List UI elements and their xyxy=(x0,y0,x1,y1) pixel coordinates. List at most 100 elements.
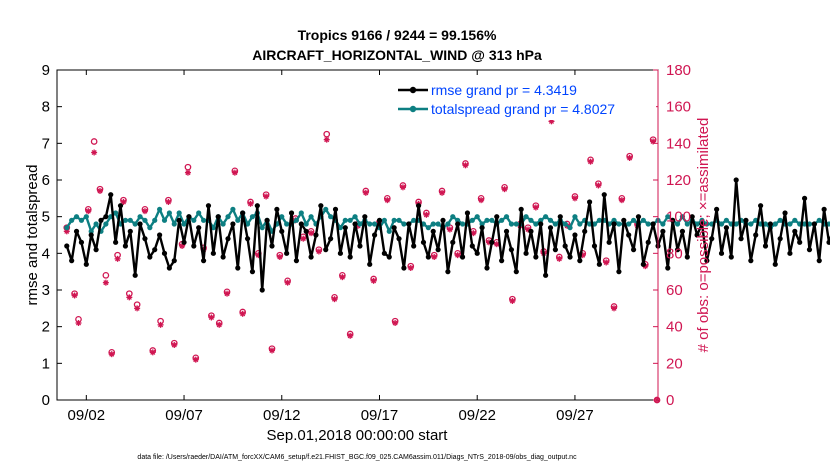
totalspread-point xyxy=(674,221,681,227)
obs-assimilated-stroke xyxy=(603,259,609,266)
obs-assimilated-point xyxy=(315,248,322,255)
totalspread-point xyxy=(191,217,197,223)
obs-assimilated-stroke xyxy=(75,320,82,326)
totalspread-point xyxy=(523,214,529,220)
rmse-point xyxy=(738,236,744,242)
rmse-point xyxy=(240,210,246,216)
obs-assimilated-point xyxy=(626,155,633,161)
rmse-point xyxy=(621,217,627,223)
totalspread-point xyxy=(103,221,109,227)
totalspread-point xyxy=(323,206,329,212)
obs-assimilated-point xyxy=(384,197,391,204)
y-left-tick-label: 2 xyxy=(42,319,50,336)
rmse-point xyxy=(147,254,153,260)
rmse-point xyxy=(538,221,544,227)
x-tick-label: 09/22 xyxy=(458,407,496,424)
obs-assimilated-point xyxy=(108,351,115,358)
totalspread-point xyxy=(113,210,119,216)
rmse-point xyxy=(323,247,329,253)
rmse-point xyxy=(806,247,813,253)
obs-assimilated-stroke xyxy=(525,226,531,233)
rmse-point xyxy=(650,221,656,227)
rmse-point xyxy=(630,247,637,253)
totalspread-point xyxy=(303,221,309,227)
obs-assimilated-stroke xyxy=(142,208,148,214)
y-left-tick-label: 3 xyxy=(42,282,50,299)
rmse-point xyxy=(450,239,456,245)
rmse-point xyxy=(73,228,80,234)
legend-rmse-marker xyxy=(409,86,417,94)
rmse-point xyxy=(411,243,417,249)
rmse-point xyxy=(367,261,373,267)
rmse-point xyxy=(132,272,138,278)
totalspread-point xyxy=(694,221,700,227)
rmse-point xyxy=(176,217,182,223)
rmse-point xyxy=(269,243,275,249)
rmse-point xyxy=(801,195,808,201)
totalspread-point xyxy=(401,221,407,227)
x-tick-label: 09/12 xyxy=(263,407,301,424)
obs-assimilated-stroke xyxy=(232,170,238,176)
totalspread-point xyxy=(455,217,461,223)
obs-assimilated-point xyxy=(323,136,330,143)
rmse-point xyxy=(547,225,554,231)
totalspread-point xyxy=(552,221,558,227)
rmse-point xyxy=(792,228,798,234)
totalspread-point xyxy=(435,221,441,227)
rmse-point xyxy=(811,221,817,227)
rmse-point xyxy=(181,239,187,245)
rmse-point xyxy=(523,250,529,256)
obs-assimilated-stroke xyxy=(277,254,283,260)
obs-assimilated-point xyxy=(501,186,508,193)
obs-assimilated-point xyxy=(149,349,156,356)
rmse-point xyxy=(235,265,241,271)
rmse-point xyxy=(445,269,451,275)
rmse-point xyxy=(196,225,202,231)
rmse-point xyxy=(601,192,607,198)
rmse-point xyxy=(596,261,602,267)
totalspread-point xyxy=(337,225,343,231)
obs-assimilated-point xyxy=(114,255,121,262)
obs-assimilated-point xyxy=(571,195,578,202)
totalspread-point xyxy=(372,221,378,227)
obs-assimilated-stroke xyxy=(470,230,476,236)
obs-assimilated-point xyxy=(439,189,446,196)
rmse-point xyxy=(689,214,695,220)
y-right-tick-label: 60 xyxy=(666,282,683,299)
rmse-point xyxy=(69,258,75,264)
rmse-point xyxy=(420,239,427,245)
totalspread-point xyxy=(479,221,485,227)
obs-assimilated-point xyxy=(184,169,191,176)
obs-assimilated-point xyxy=(284,279,291,286)
y-right-tick-label: 160 xyxy=(666,99,691,116)
y-right-tick-label: 40 xyxy=(666,319,683,336)
rmse-point xyxy=(137,221,143,227)
obs-assimilated-stroke xyxy=(331,296,338,302)
rmse-point xyxy=(401,265,407,271)
obs-assimilated-stroke xyxy=(109,351,115,357)
totalspread-point xyxy=(503,214,510,220)
rmse-point xyxy=(88,232,94,238)
obs-assimilated-stroke xyxy=(439,190,445,196)
obs-assimilated-point xyxy=(362,189,369,196)
y-right-tick-label: 140 xyxy=(666,135,691,152)
rmse-point xyxy=(186,214,192,220)
y-right-tick-label: 80 xyxy=(666,245,683,262)
totalspread-point xyxy=(450,214,456,220)
rmse-point xyxy=(396,236,402,242)
rmse-point xyxy=(582,228,588,234)
rmse-point xyxy=(772,261,778,267)
rmse-point xyxy=(645,239,651,245)
totalspread-point xyxy=(772,221,778,227)
obs-assimilated-point xyxy=(231,169,238,176)
obs-assimilated-stroke xyxy=(91,149,97,156)
rmse-point xyxy=(259,287,265,293)
totalspread-point xyxy=(616,221,622,227)
totalspread-point xyxy=(567,225,573,231)
obs-assimilated-point xyxy=(587,158,594,165)
rmse-point xyxy=(406,221,412,227)
totalspread-point xyxy=(171,221,177,227)
obs-assimilated-point xyxy=(423,211,430,218)
totalspread-point xyxy=(127,217,133,223)
x-tick-label: 09/17 xyxy=(361,407,399,424)
